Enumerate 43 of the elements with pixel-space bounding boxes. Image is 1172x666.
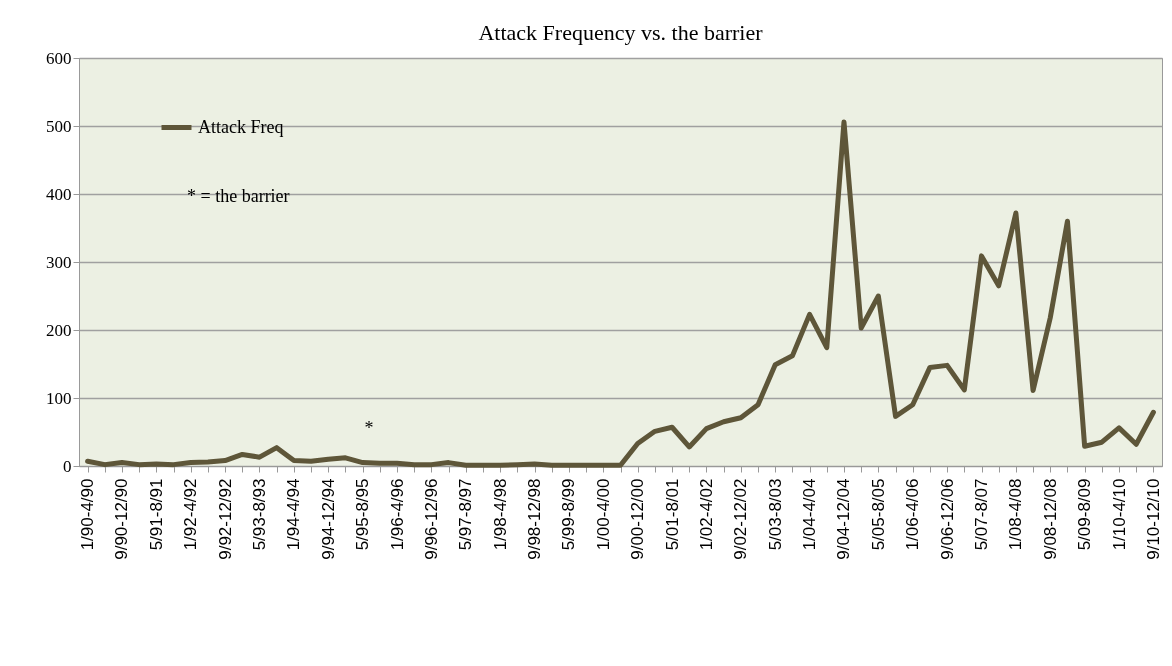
y-tick-label: 0 xyxy=(63,456,72,476)
x-tick-label: 1/10-4/10 xyxy=(1109,478,1129,551)
y-tick-label: 300 xyxy=(46,252,72,272)
y-tick-label: 500 xyxy=(46,116,72,136)
y-tick-label: 600 xyxy=(46,48,72,68)
x-tick-label: 9/96-12/96 xyxy=(421,478,441,560)
y-tick-label: 100 xyxy=(46,388,72,408)
x-tick-label: 5/07-8/07 xyxy=(972,478,991,551)
x-tick-label: 5/93-8/93 xyxy=(250,478,269,551)
x-tick-label: 1/00-4/00 xyxy=(593,478,613,551)
x-tick-label: 1/06-4/06 xyxy=(903,478,923,551)
x-tick-label: 1/90-4/90 xyxy=(78,478,98,551)
chart-title: Attack Frequency vs. the barrier xyxy=(478,20,764,45)
x-tick-label: 9/98-12/98 xyxy=(525,478,545,560)
x-tick-label: 1/94-4/94 xyxy=(284,478,304,551)
x-tick-label: 1/08-4/08 xyxy=(1006,478,1026,551)
x-tick-label: 9/90-12/90 xyxy=(112,478,132,560)
y-tick-label: 200 xyxy=(46,320,72,340)
x-tick-label: 9/06-12/06 xyxy=(937,478,957,560)
x-tick-label: 5/01-8/01 xyxy=(662,478,682,551)
x-tick-label: 9/92-12/92 xyxy=(215,478,235,560)
x-tick-label: 9/94-12/94 xyxy=(318,478,338,560)
x-tick-label: 5/09-8/09 xyxy=(1075,478,1095,551)
x-tick-label: 1/02-4/02 xyxy=(696,478,716,551)
x-tick-label: 1/92-4/92 xyxy=(181,478,201,551)
x-tick-label: 9/08-12/08 xyxy=(1040,478,1060,560)
annotation: * = the barrier xyxy=(187,186,290,206)
y-tick-label: 400 xyxy=(46,184,72,204)
legend-label: Attack Freq xyxy=(198,116,284,137)
x-tick-label: 9/10-12/10 xyxy=(1143,478,1163,560)
x-tick-label: 5/05-8/05 xyxy=(868,478,888,551)
x-tick-label: 5/91-8/91 xyxy=(146,478,166,551)
x-tick-label: 9/04-12/04 xyxy=(834,478,854,560)
annotation: * xyxy=(364,418,374,438)
x-tick-label: 1/04-4/04 xyxy=(800,478,820,551)
x-tick-label: 5/95-8/95 xyxy=(353,478,373,551)
x-tick-label: 1/96-4/96 xyxy=(387,478,407,551)
x-tick-label: 9/00-12/00 xyxy=(628,478,648,560)
x-tick-label: 5/99-8/99 xyxy=(559,478,579,551)
x-tick-label: 9/02-12/02 xyxy=(731,478,751,560)
x-tick-label: 5/03-8/03 xyxy=(765,478,785,551)
x-tick-label: 1/98-4/98 xyxy=(490,478,510,551)
x-tick-label: 5/97-8/97 xyxy=(456,478,476,551)
